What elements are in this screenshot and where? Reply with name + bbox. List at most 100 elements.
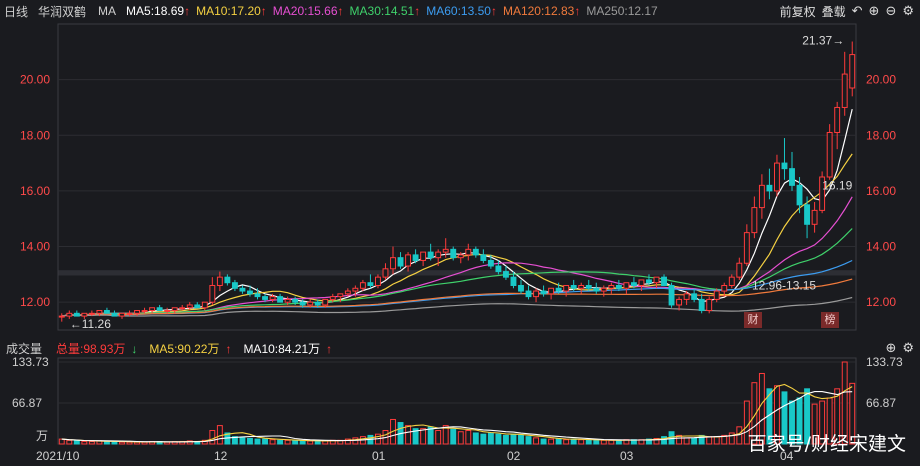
candle-body [420,251,427,261]
volume-bar [676,434,683,445]
candle-body [231,282,238,289]
ma10-indicator: MA10:17.20 ↑ [196,4,267,18]
candle-body [736,262,743,278]
ma60-indicator: MA60:13.50 ↑ [426,4,497,18]
candle-body [646,279,652,284]
x-label-6: 04 [780,449,794,463]
candle-body [186,304,193,309]
candle-body [585,284,592,289]
volume-bar [691,437,698,445]
candle-body [66,312,73,317]
candle-body [81,312,88,317]
candle-body [344,290,351,295]
ma250-line [61,296,853,317]
volume-bar [804,388,811,445]
candle-body [819,176,826,211]
candle-body [209,284,216,303]
y-tick-left: 12.00 [20,295,50,309]
candle-body [427,251,434,259]
high-annotation: 21.37→ [802,34,844,48]
candle-body [284,298,291,303]
candle-body [518,284,524,292]
volume-bar [578,439,585,445]
volume-bar [201,439,208,445]
candle-body [134,310,140,314]
y-tick-left: 14.00 [20,240,50,254]
candle-body [638,279,645,286]
candle-body [623,282,630,289]
candle-body [796,184,803,206]
volume-bar [412,428,419,445]
vol-settings-icon[interactable]: ⚙ [902,340,914,355]
volume-bar [457,431,464,445]
volume-bar [277,439,284,445]
volume-bar [307,440,314,445]
candle-body [540,290,547,295]
candle-body [194,304,201,309]
y-tick-right: 16.00 [866,184,896,198]
volume-bar [849,382,856,445]
ma250-indicator: MA250:12.17 [586,4,658,18]
candle-body [653,276,660,284]
candle-body [314,301,321,306]
volume-bar [585,439,592,445]
ma30-indicator: MA30:14.51 ↑ [349,4,421,18]
volume-header: 成交量 总量:98.93万 ↓ MA5:90.22万 ↑ MA10:84.21万 ↑ [0,338,920,358]
volume-bar [593,439,600,445]
ma120-indicator: MA120:12.83 ↑ [502,4,581,18]
volume-bar [103,441,110,445]
candle-body [751,207,758,234]
candle-body [397,257,404,267]
candle-body [156,307,163,312]
chart-toolbar: 前复权 叠载 ↶ ⊕ ⊖ ⚙ [780,0,914,22]
volume-bar [247,437,253,445]
candle-body [630,282,637,286]
vol-zoom-in-icon[interactable]: ⊕ [885,340,897,355]
ranking-badge[interactable]: 榜 [821,312,839,328]
adjust-button[interactable]: 前复权 [779,4,816,19]
volume-bar [254,438,261,445]
candle-body [758,184,765,209]
zoom-out-icon[interactable]: ⊖ [885,3,897,18]
volume-bar [299,440,306,445]
volume-bar [58,438,65,445]
overlay-button[interactable]: 叠载 [821,4,846,19]
candle-body [119,312,125,317]
candle-body [691,293,698,300]
candle-body [615,284,622,289]
candle-body [103,310,110,314]
volume-bar [442,425,449,445]
candle-body [149,307,156,312]
undo-icon[interactable]: ↶ [851,3,863,18]
candle-body [126,312,133,315]
volume-title[interactable]: 成交量 [6,341,43,356]
candle-body [826,131,833,178]
candle-body [789,168,795,186]
volume-bar [533,437,539,445]
volume-bar [435,430,442,445]
volume-bar [495,433,502,445]
settings-icon[interactable]: ⚙ [902,3,914,18]
volume-bar [119,441,125,445]
volume-bar [518,434,524,445]
financial-badge[interactable]: 财 [744,312,762,328]
volume-bar [450,428,457,445]
candle-body [533,290,539,298]
candle-body [495,265,502,273]
volume-bar [653,437,660,445]
candle-body [96,310,103,314]
period-label[interactable]: 日线 [4,4,29,19]
candle-body [600,287,607,292]
volume-bar [570,438,577,445]
volume-tick-right: 133.73 [866,355,903,369]
ma-annotation: 16.19 [822,179,852,193]
zoom-in-icon[interactable]: ⊕ [868,3,880,18]
candle-body [141,310,148,313]
ma-label[interactable]: MA [98,4,117,18]
x-label-2: 12 [214,449,228,463]
volume-bar [646,438,652,445]
volume-bar [502,434,509,445]
volume-bar [186,440,193,445]
candle-body [502,271,509,278]
